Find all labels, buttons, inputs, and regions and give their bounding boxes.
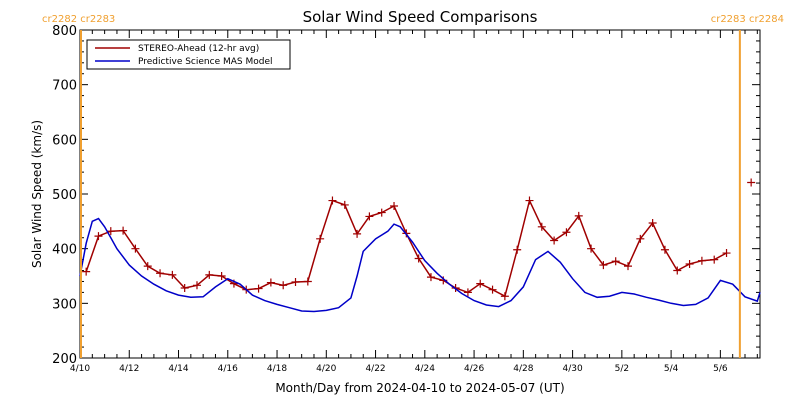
data-point-stereo: [131, 244, 140, 253]
data-point-stereo: [747, 178, 756, 187]
series-line-model: [79, 217, 761, 313]
data-point-stereo: [426, 273, 435, 282]
x-tick-label: 5/2: [615, 364, 629, 374]
x-tick-label: 4/20: [316, 364, 336, 374]
x-tick-label: 5/6: [713, 364, 728, 374]
y-tick-label: 400: [52, 243, 77, 258]
data-point-stereo: [648, 218, 657, 227]
x-tick-label: 4/24: [415, 364, 435, 374]
x-tick-label: 5/4: [664, 364, 679, 374]
data-point-stereo: [266, 278, 275, 287]
data-point-stereo: [303, 277, 312, 286]
data-point-stereo: [562, 228, 571, 237]
data-point-stereo: [624, 262, 633, 271]
data-point-stereo: [390, 202, 399, 211]
data-point-stereo: [710, 255, 719, 264]
data-point-stereo: [143, 262, 152, 271]
data-point-stereo: [119, 226, 128, 235]
data-point-stereo: [316, 234, 325, 243]
legend-label-stereo: STEREO-Ahead (12-hr avg): [138, 44, 259, 54]
x-axis-label: Month/Day from 2024-04-10 to 2024-05-07 …: [275, 381, 564, 395]
data-point-stereo: [611, 257, 620, 266]
data-point-stereo: [525, 196, 534, 205]
y-tick-label: 700: [52, 79, 77, 94]
series-line-stereo: [85, 198, 727, 298]
data-point-stereo: [377, 208, 386, 217]
y-tick-label: 800: [52, 24, 77, 39]
y-tick-label: 200: [52, 352, 77, 367]
data-point-stereo: [168, 270, 177, 279]
legend: STEREO-Ahead (12-hr avg) Predictive Scie…: [86, 39, 291, 70]
data-point-stereo: [106, 227, 115, 236]
carrington-label-right: cr2283 cr2284: [711, 14, 784, 25]
data-point-stereo: [660, 245, 669, 254]
data-point-stereo: [180, 284, 189, 293]
data-point-stereo: [587, 244, 596, 253]
data-point-stereo: [254, 284, 263, 293]
data-point-stereo: [500, 292, 509, 301]
y-tick-label: 600: [52, 133, 77, 148]
plot-layer: 200 300 400 500 600 700 800 4/10 4/12 4/14 4/16 4/1…: [52, 24, 761, 374]
chart-title: Solar Wind Speed Comparisons: [303, 8, 538, 26]
data-point-stereo: [537, 222, 546, 231]
x-tick-label: 4/16: [218, 364, 238, 374]
x-tick-label: 4/30: [562, 364, 582, 374]
data-point-stereo: [463, 288, 472, 297]
data-point-stereo: [636, 234, 645, 243]
data-point-stereo: [513, 245, 522, 254]
data-point-stereo: [550, 236, 559, 245]
y-tick-label: 300: [52, 297, 77, 312]
x-tick-label: 4/26: [464, 364, 484, 374]
data-point-stereo: [291, 278, 300, 287]
plot-frame: [79, 29, 761, 359]
carrington-label-left: cr2282 cr2283: [42, 14, 115, 25]
data-point-stereo: [697, 256, 706, 265]
data-point-stereo: [192, 281, 201, 290]
legend-box: [86, 39, 291, 70]
data-point-stereo: [217, 272, 226, 280]
y-axis-label: Solar Wind Speed (km/s): [30, 120, 44, 268]
x-tick-label: 4/10: [70, 364, 90, 374]
y-tick-label: 500: [52, 188, 77, 203]
data-point-stereo: [328, 196, 337, 205]
data-point-stereo: [353, 229, 362, 238]
data-point-stereo: [340, 200, 349, 209]
x-tick-label: 4/12: [119, 364, 139, 374]
data-point-stereo: [82, 267, 91, 276]
data-point-stereo: [685, 259, 694, 268]
x-tick-label: 4/22: [365, 364, 385, 374]
data-point-stereo: [414, 254, 423, 263]
data-point-stereo: [599, 261, 608, 270]
legend-label-model: Predictive Science MAS Model: [138, 57, 273, 67]
data-point-stereo: [722, 249, 731, 258]
data-point-stereo: [205, 270, 214, 279]
data-point-stereo: [574, 211, 583, 220]
x-tick-label: 4/14: [168, 364, 188, 374]
data-point-stereo: [673, 266, 682, 275]
data-point-stereo: [94, 232, 103, 241]
x-tick-label: 4/18: [267, 364, 287, 374]
data-point-stereo: [476, 279, 485, 288]
x-tick-label: 4/28: [513, 364, 533, 374]
data-point-stereo: [156, 269, 165, 278]
data-point-stereo: [365, 212, 374, 221]
data-point-stereo: [279, 281, 288, 290]
data-point-stereo: [488, 285, 497, 294]
